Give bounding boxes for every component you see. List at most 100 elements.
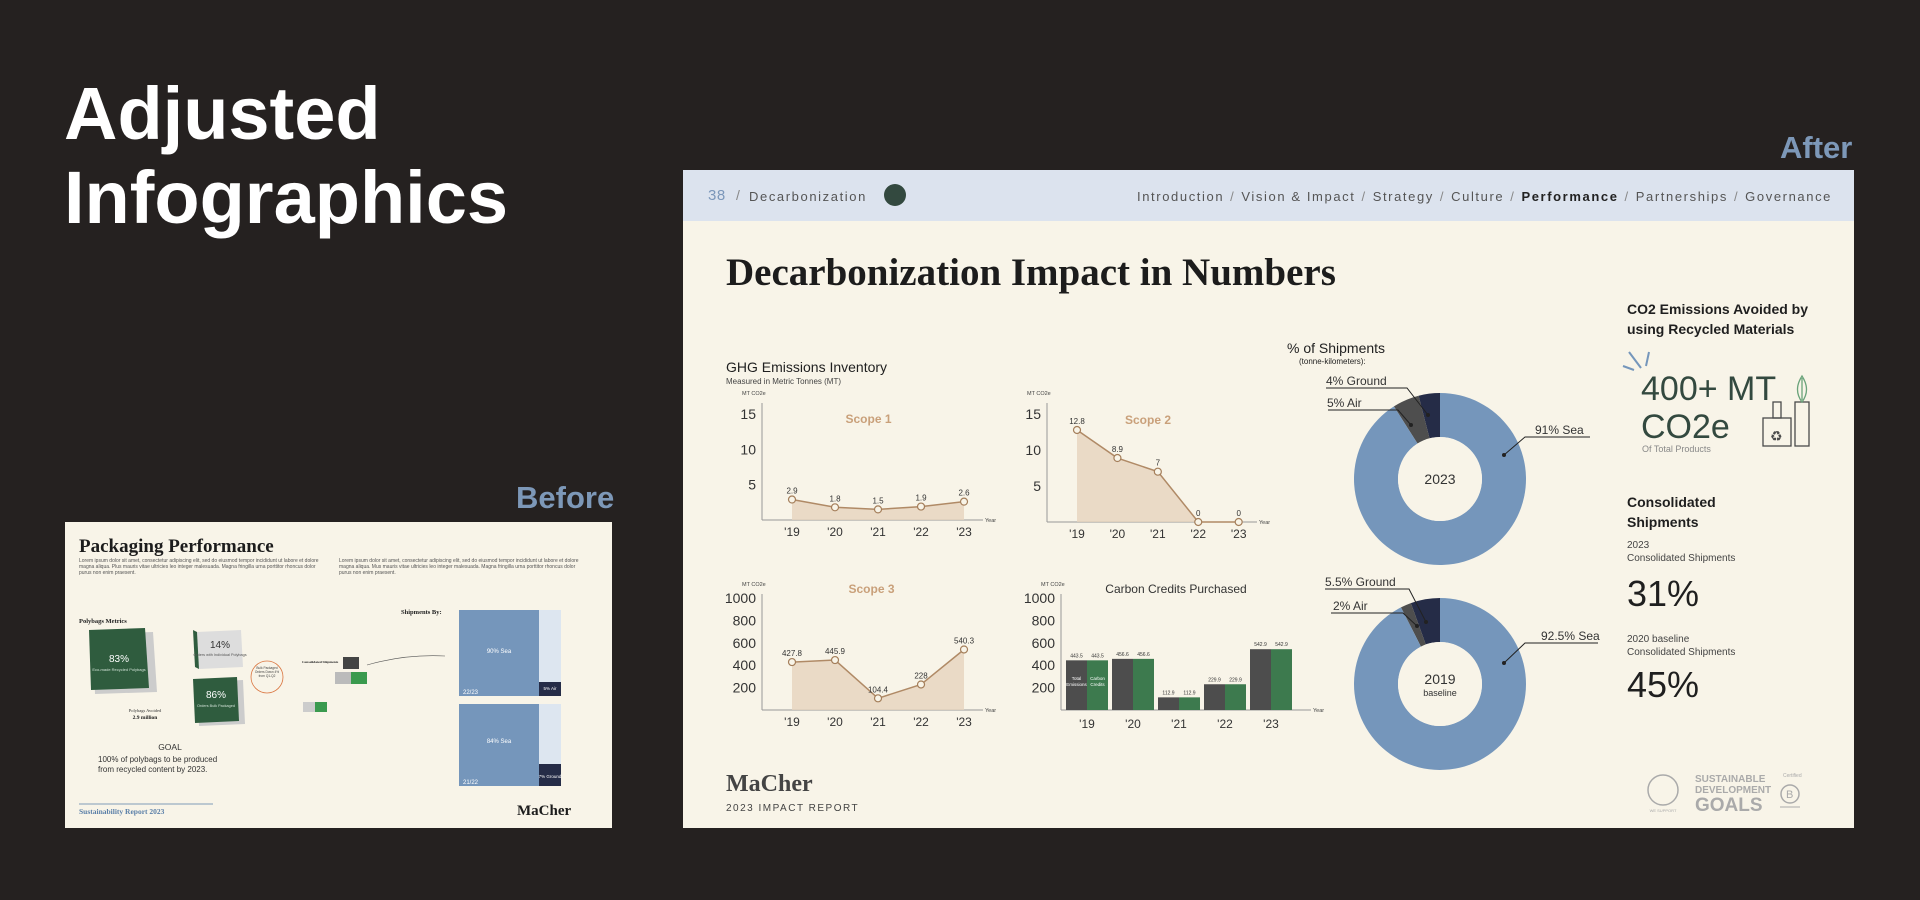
chart-3-xtick: '20 xyxy=(827,715,843,729)
chart-2-data-label: 8.9 xyxy=(1112,445,1124,454)
cons-2020-year: 2020 baseline xyxy=(1627,634,1690,645)
nav-item-culture[interactable]: Culture xyxy=(1451,189,1505,204)
nav-item-partnerships[interactable]: Partnerships xyxy=(1635,189,1728,204)
before-bar-2122-ground xyxy=(539,764,561,786)
chart-4-ylabel: MT CO2e xyxy=(1041,582,1065,588)
chart-4-series-name: Carbon xyxy=(1090,676,1105,681)
before-bar-2223 xyxy=(459,610,539,696)
chart-3-ytick: 400 xyxy=(733,657,757,673)
donut-2023-slice-label: 5% Air xyxy=(1327,396,1362,410)
shipments-subtitle: (tonne-kilometers): xyxy=(1299,357,1366,366)
sdg-line-1: SUSTAINABLE xyxy=(1695,774,1766,785)
section-dot-icon xyxy=(884,184,906,206)
donut-2019-leader-dot xyxy=(1415,624,1419,628)
cons-2023-value: 31% xyxy=(1627,573,1699,614)
chart-4-label-emissions: 542.9 xyxy=(1254,642,1267,648)
bag-14 xyxy=(197,630,243,669)
chart-2-area xyxy=(1077,430,1239,522)
chart-1-title: Scope 1 xyxy=(845,412,891,426)
bcorp-certified: Certified xyxy=(1783,773,1802,779)
chart-4-label-credits: 443.5 xyxy=(1091,653,1104,659)
chart-3-xlabel: Year xyxy=(985,708,996,714)
donut-2019-slice-sea xyxy=(1354,598,1526,770)
nav-item-vision-impact[interactable]: Vision & Impact xyxy=(1241,189,1356,204)
heading-line-2: Infographics xyxy=(64,156,509,239)
chart-3-data-label: 228 xyxy=(914,671,928,680)
nav-item-strategy[interactable]: Strategy xyxy=(1372,189,1434,204)
nav-section: Decarbonization xyxy=(749,189,867,204)
before-bar-2122 xyxy=(459,704,539,786)
chart-1-ytick: 10 xyxy=(740,441,756,457)
chart-3-data-label: 540.3 xyxy=(954,636,975,645)
donut-2023-center-label: 2023 xyxy=(1424,471,1455,487)
chart-1-data-label: 2.6 xyxy=(958,489,970,498)
cons-2023-label: Consolidated Shipments xyxy=(1627,553,1735,564)
before-lorem-2: Lorem ipsum dolor sit amet, consectetur … xyxy=(339,558,579,576)
chart-2-title: Scope 2 xyxy=(1125,413,1171,427)
nav-item-introduction[interactable]: Introduction xyxy=(1137,189,1225,204)
donut-2023-slice-air xyxy=(1393,395,1430,444)
chart-4-series-name: Total xyxy=(1072,676,1082,681)
chart-4-label-credits: 542.9 xyxy=(1275,642,1288,648)
donut-2019-slice-label: 92.5% Sea xyxy=(1541,629,1600,643)
chart-1-xtick: '19 xyxy=(784,525,800,539)
heading-line-1: Adjusted xyxy=(64,72,381,155)
nav-separator: / xyxy=(1439,189,1446,204)
chart-4-bar-emissions xyxy=(1112,658,1133,710)
shipments-by-label: Shipments By: xyxy=(401,609,442,616)
nav-item-governance[interactable]: Governance xyxy=(1745,189,1832,204)
donut-2019-leader-dot xyxy=(1502,661,1506,665)
chart-4-label-credits: 112.9 xyxy=(1183,690,1195,696)
before-sea-2: 84% Sea xyxy=(487,739,512,745)
after-infographic: 38 / Decarbonization Introduction / Visi… xyxy=(683,170,1854,828)
slide-heading: Adjusted Infographics xyxy=(64,72,508,240)
chart-2-ytick: 5 xyxy=(1033,478,1041,494)
bag-14-edge xyxy=(193,630,199,669)
chart-4-xtick: '20 xyxy=(1125,717,1141,731)
after-report-label: 2023 IMPACT REPORT xyxy=(726,803,859,814)
chart-4-label-credits: 229.9 xyxy=(1229,677,1242,683)
chart-4-label-emissions: 112.9 xyxy=(1162,690,1174,696)
bag-86-value: 86% xyxy=(206,690,226,701)
chart-4-xlabel: Year xyxy=(1313,708,1324,714)
donut-2019-leader xyxy=(1325,588,1427,623)
chart-4-series-name: Emissions xyxy=(1066,682,1087,687)
chart-3-point xyxy=(873,694,883,703)
chart-3-point xyxy=(787,657,797,667)
co2-title-1: CO2 Emissions Avoided by xyxy=(1627,301,1808,317)
chart-1-point xyxy=(787,495,797,504)
box-green xyxy=(351,672,367,684)
chart-2-xtick: '21 xyxy=(1150,527,1166,541)
before-sea-1: 90% Sea xyxy=(487,649,512,655)
before-brand: MaCher xyxy=(517,803,571,819)
goal-text-2: from recycled content by 2023. xyxy=(98,765,207,774)
chart-4-xtick: '23 xyxy=(1263,717,1279,731)
nav-separator: / xyxy=(1510,189,1516,204)
consolidated-label: Consolidated Shipments xyxy=(302,660,339,664)
before-lorem-1-box: Lorem ipsum dolor sit amet, consectetur … xyxy=(79,558,319,576)
chart-1-xtick: '21 xyxy=(870,525,886,539)
chart-1-xtick: '23 xyxy=(956,525,972,539)
donut-2023-leader-dot xyxy=(1502,453,1506,457)
bulk-note: Bulk Packaged Orders Down 4% from Q1-Q2 xyxy=(254,666,280,678)
donut-2023-hole xyxy=(1398,437,1482,521)
goal-title: GOAL xyxy=(158,742,182,752)
donut-2023-slice-sea xyxy=(1354,393,1527,565)
before-lorem-1: Lorem ipsum dolor sit amet, consectetur … xyxy=(79,558,319,576)
before-label: Before xyxy=(516,480,615,515)
chart-2-data-label: 0 xyxy=(1196,509,1201,518)
chart-2-point xyxy=(1234,517,1243,527)
box-small-gray xyxy=(303,702,315,712)
chart-2-data-label: 0 xyxy=(1236,509,1241,518)
before-bar-2223-ground xyxy=(539,682,561,696)
chart-3-ytick: 200 xyxy=(733,680,757,696)
nav-item-performance[interactable]: Performance xyxy=(1521,189,1619,204)
cons-2023-year: 2023 xyxy=(1627,540,1650,551)
chart-2-data-label: 12.8 xyxy=(1069,417,1085,426)
ghg-title: GHG Emissions Inventory xyxy=(726,359,887,375)
before-small-2: 7% Ground xyxy=(539,774,562,779)
bag-83-caption: Eco-made Recycled Polybags xyxy=(92,667,145,672)
chart-1-ytick: 5 xyxy=(748,477,756,493)
connector-line xyxy=(366,655,446,666)
donut-2023-leader-dot xyxy=(1426,413,1430,417)
